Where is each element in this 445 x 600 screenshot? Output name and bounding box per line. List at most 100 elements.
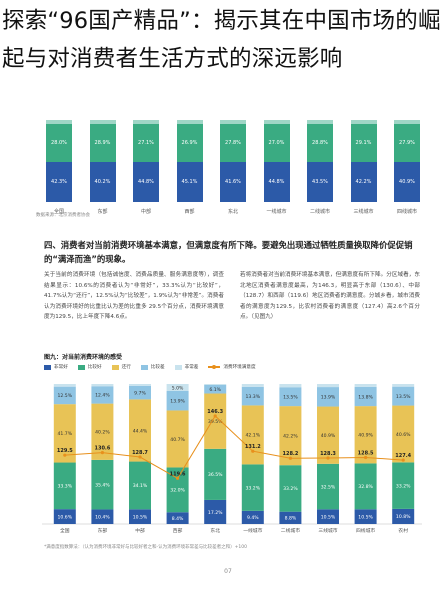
top-chart-category-label: 一线城市 [266,209,287,215]
legend-label: 消费环境满意度 [223,365,256,370]
legend-label: 非常好 [54,365,68,370]
bar-segment [241,386,264,406]
bar-value-label: 13.9% [170,399,185,405]
top-chart-segment: 26.9% [176,124,203,162]
bar-value-label: 12.4% [95,393,110,399]
bar-value-label: 40.6% [396,432,411,438]
satisfaction-value-label: 128.7 [132,450,148,456]
bar-value-label: 39.5% [208,419,223,425]
bar-segment [129,399,151,462]
bar-value-label: 13.3% [246,394,261,400]
bar-value-label: 33.2% [283,486,298,492]
bar-segment [354,384,377,387]
satisfaction-point [288,456,292,460]
bar-segment [317,406,339,464]
top-chart-category-label: 全国 [53,209,64,215]
bar-value-label: 13.8% [358,394,373,400]
bar-value-label: 10.6% [58,514,73,520]
bar-segment [91,384,114,387]
top-chart-segment: 44.8% [263,162,290,202]
top-chart-segment [89,116,116,124]
bar-segment [53,509,76,524]
bar-value-label: 32.8% [358,484,373,490]
bar-value-label: 5.0% [172,385,184,391]
bar-segment [279,465,302,512]
page-number: 07 [224,568,232,575]
satisfaction-value-label: 129.5 [57,448,73,454]
bar-value-label: 10.5% [133,514,148,520]
bar-segment [91,509,114,524]
x-tick-label: 一线城市 [243,527,262,534]
bar-value-label: 10.5% [358,514,373,520]
satisfaction-point [213,414,217,418]
satisfaction-value-label: 131.2 [245,444,261,450]
satisfaction-line [64,415,404,479]
bar-segment [354,406,377,464]
stacked-bar-chart: 10.6% 33.3% 41.7% 12.5% 全国 10.4% 35.4% 40.2% 12.… [42,384,422,534]
x-tick-label: 四线城市 [356,527,375,534]
top-chart-segment: 43.5% [307,162,333,202]
legend-line-marker [208,364,221,369]
bar-segment [392,405,415,463]
bar-value-label: 40.2% [95,430,110,436]
satisfaction-point [138,455,142,459]
x-tick-label: 三线城市 [318,527,337,534]
legend-swatch [77,364,85,370]
legend-swatch [140,364,148,370]
bar-segment [354,386,377,407]
footnote: *满意度指数算法：（认为消费环境非常好与比较好者之和-认为消费环境非常差与比较差… [44,545,247,550]
bar-segment [129,384,151,386]
top-chart-segment: 40.9% [394,162,420,202]
bar-value-label: 33.2% [396,483,411,489]
top-chart-segment [394,116,420,124]
top-chart-segment: 28.8% [307,124,333,162]
top-chart-category-label: 东北 [227,209,238,215]
top-chart-segment: 27.9% [394,124,420,162]
satisfaction-value-label: 127.4 [395,453,411,459]
bar-segment [166,410,189,468]
top-chart-segment [263,116,290,124]
x-tick-label: 西部 [173,527,183,534]
bar-segment [166,467,189,513]
bar-segment [204,499,227,524]
bar-value-label: 44.4% [133,428,148,434]
bar-value-label: 13.5% [283,394,298,400]
satisfaction-value-label: 128.5 [358,451,374,457]
legend-item: 比较差 [140,364,165,370]
satisfaction-value-label: 130.6 [94,446,110,452]
top-chart-segment [176,116,203,124]
bar-value-label: 8.4% [172,516,184,522]
bar-segment [392,386,415,406]
satisfaction-point [63,453,67,457]
top-chart-segment [133,116,159,124]
legend-swatch [111,364,119,370]
top-chart-segment: 28.9% [89,124,116,162]
top-chart-segment [46,116,72,124]
right-column-text: 若将消费者对当前消费环境基本满意，但满意度有所下降。分区域看，东北地区消费者满意… [240,272,420,320]
bar-value-label: 13.9% [321,395,336,401]
bar-value-label: 8.8% [285,516,297,522]
legend-item: 消费环境满意度 [208,364,256,370]
bar-segment [241,464,264,511]
headline: 探索“96国产精品”：揭示其在中国市场的崛起与对消费者生活方式的深远影响 [0,0,445,120]
bar-value-label: 40.9% [358,433,373,439]
top-chart-segment [350,116,377,124]
top-chart-segment: 42.3% [46,162,72,202]
bar-segment [392,508,415,524]
satisfaction-value-label: 128.2 [282,451,298,457]
bar-value-label: 17.2% [208,510,223,516]
bar-segment [166,391,189,411]
bar-segment [129,509,151,524]
top-chart-category-label: 中部 [140,209,151,215]
bar-value-label: 33.3% [58,484,73,490]
bar-segment [279,511,302,524]
bar-value-label: 42.2% [283,433,298,439]
bar-segment [204,393,227,449]
bar-value-label: 41.7% [58,431,73,437]
legend-label: 比较差 [150,365,165,370]
legend-swatch [174,364,182,370]
top-chart-segment: 40.2% [89,162,116,202]
bar-value-label: 9.7% [134,390,146,396]
top-chart-category-label: 四线城市 [396,209,417,215]
top-chart-segment: 27.0% [263,124,290,162]
